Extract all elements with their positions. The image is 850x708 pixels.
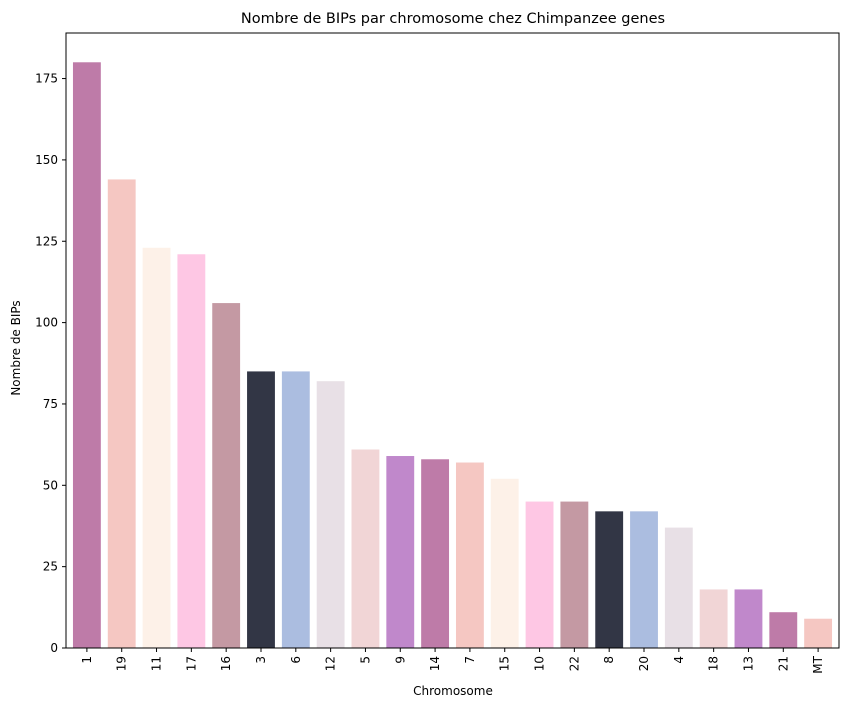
y-tick-label: 125 <box>35 234 58 248</box>
bar-9 <box>386 456 415 648</box>
bar-6 <box>281 371 310 648</box>
bar-3 <box>247 371 275 648</box>
x-tick-label: 13 <box>741 656 755 671</box>
bar-11 <box>142 247 171 648</box>
bar-14 <box>421 459 450 648</box>
y-tick-label: 50 <box>43 478 58 492</box>
plot-frame <box>65 32 840 649</box>
x-tick-label: 16 <box>219 656 233 671</box>
y-tick-label: 100 <box>35 316 58 330</box>
bar-5 <box>351 449 380 648</box>
x-tick-label: 12 <box>324 656 338 671</box>
y-tick-label: 75 <box>43 397 58 411</box>
bar-21 <box>769 612 798 648</box>
x-tick-label: 22 <box>567 656 581 671</box>
y-tick-label: 0 <box>50 641 58 655</box>
y-tick-label: 150 <box>35 153 58 167</box>
x-tick-label: 6 <box>289 656 303 664</box>
y-tick-label: 175 <box>35 72 58 86</box>
x-tick-label: 14 <box>428 656 442 671</box>
bar-8 <box>595 511 624 648</box>
bars-group <box>72 62 833 649</box>
y-axis-label: Nombre de BIPs <box>9 300 23 395</box>
bar-7 <box>455 462 484 648</box>
x-tick-label: 3 <box>254 656 268 664</box>
x-tick-label: 17 <box>184 656 198 671</box>
bar-16 <box>212 303 241 648</box>
bar-4 <box>664 527 693 648</box>
x-tick-label: MT <box>811 655 825 673</box>
x-tick-label: 19 <box>115 656 129 671</box>
y-axis: 0 25 50 75 100 125 150 175 <box>35 72 66 655</box>
x-tick-label: 18 <box>707 656 721 671</box>
bar-20 <box>630 511 658 648</box>
x-tick-label: 1 <box>80 656 94 664</box>
bar-15 <box>490 478 519 648</box>
bar-22 <box>560 501 589 648</box>
x-tick-label: 15 <box>498 656 512 671</box>
x-tick-label: 7 <box>463 656 477 664</box>
x-tick-label: 10 <box>533 656 547 671</box>
bar-13 <box>734 589 763 648</box>
x-tick-label: 5 <box>358 656 372 664</box>
x-axis-label: Chromosome <box>413 684 493 698</box>
x-tick-label: 21 <box>776 656 790 671</box>
x-tick-label: 4 <box>672 656 686 664</box>
bar-17 <box>177 254 206 648</box>
x-tick-label: 20 <box>637 656 651 671</box>
x-tick-label: 9 <box>393 656 407 664</box>
chart-title: Nombre de BIPs par chromosome chez Chimp… <box>241 11 665 27</box>
x-axis: 1 19 11 17 16 3 6 12 5 9 14 7 15 10 22 8 20 4 18 13 21 MT <box>80 648 825 674</box>
bar-18 <box>699 589 728 648</box>
bar-10 <box>525 501 554 648</box>
x-tick-label: 11 <box>150 656 164 671</box>
bar-19 <box>107 179 136 648</box>
bar-MT <box>804 618 833 648</box>
y-tick-label: 25 <box>43 560 58 574</box>
bar-1 <box>72 62 101 649</box>
bar-12 <box>316 381 345 648</box>
x-tick-label: 8 <box>602 656 616 664</box>
